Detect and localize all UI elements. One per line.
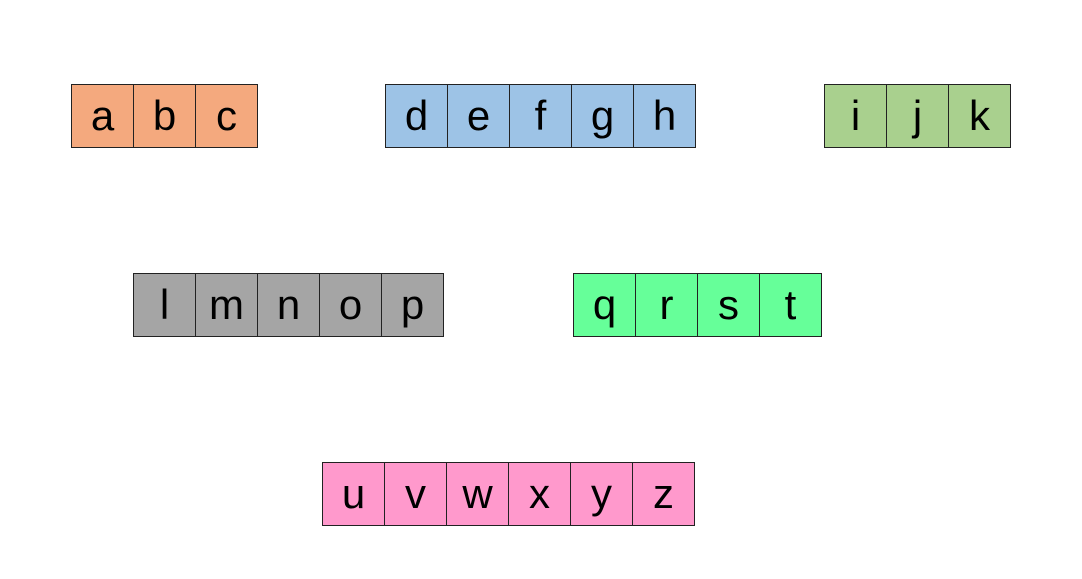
letter-cell-r: r	[635, 273, 698, 337]
letter-cell-h: h	[633, 84, 696, 148]
letter-cell-q: q	[573, 273, 636, 337]
letter-cell-f: f	[509, 84, 572, 148]
letter-cell-d: d	[385, 84, 448, 148]
letter-cell-m: m	[195, 273, 258, 337]
letter-cell-n: n	[257, 273, 320, 337]
letter-cell-c: c	[195, 84, 258, 148]
letter-cell-y: y	[570, 462, 633, 526]
letter-cell-w: w	[446, 462, 509, 526]
letter-cell-z: z	[632, 462, 695, 526]
letter-cell-a: a	[71, 84, 134, 148]
letter-cell-b: b	[133, 84, 196, 148]
letter-cell-v: v	[384, 462, 447, 526]
letter-cell-x: x	[508, 462, 571, 526]
letter-cell-k: k	[948, 84, 1011, 148]
letter-cell-t: t	[759, 273, 822, 337]
letter-cell-g: g	[571, 84, 634, 148]
letter-cell-j: j	[886, 84, 949, 148]
letter-cell-o: o	[319, 273, 382, 337]
letter-cell-u: u	[322, 462, 385, 526]
letter-cell-e: e	[447, 84, 510, 148]
letter-cell-i: i	[824, 84, 887, 148]
letter-cell-p: p	[381, 273, 444, 337]
letter-cell-l: l	[133, 273, 196, 337]
letter-cell-s: s	[697, 273, 760, 337]
